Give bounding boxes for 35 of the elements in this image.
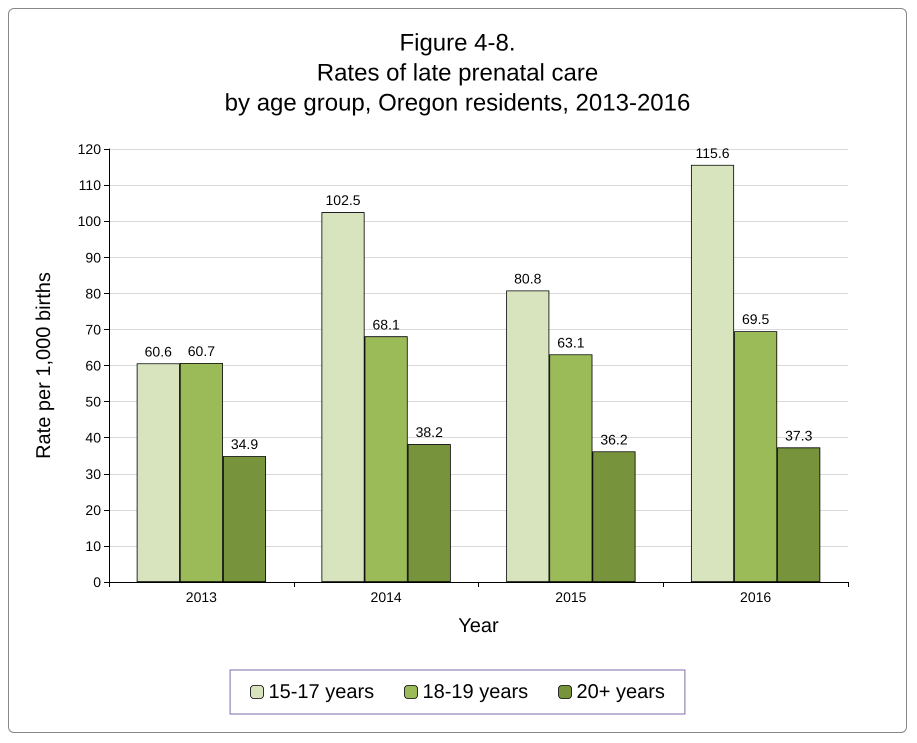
data-label: 37.3: [785, 427, 813, 444]
y-tick-label: 110: [78, 177, 102, 194]
data-label: 115.6: [696, 144, 730, 161]
data-label: 38.2: [416, 424, 444, 440]
data-label: 80.8: [514, 270, 542, 286]
x-tick-label: 2016: [740, 589, 772, 605]
legend-label: 15-17 years: [268, 681, 374, 703]
data-label: 69.5: [742, 311, 770, 328]
x-tick-label: 2014: [370, 589, 402, 605]
data-label: 36.2: [600, 431, 628, 448]
y-tick-label: 70: [85, 321, 102, 338]
y-tick-label: 10: [85, 538, 102, 554]
x-tick-label: 2013: [186, 589, 218, 605]
y-axis-title: Rate per 1,000 births: [33, 272, 55, 459]
y-tick-label: 50: [85, 394, 102, 410]
y-tick-label: 80: [85, 285, 102, 302]
y-tick-label: 60: [85, 358, 102, 374]
y-tick-label: 100: [78, 213, 102, 230]
y-tick-label: 0: [93, 574, 102, 590]
x-axis-title: Year: [458, 615, 500, 637]
data-label: 34.9: [230, 436, 258, 452]
data-label: 63.1: [557, 334, 585, 350]
y-tick-label: 30: [85, 466, 102, 482]
data-label: 60.6: [144, 343, 172, 360]
legend-label: 18-19 years: [422, 681, 528, 703]
data-label: 60.7: [188, 342, 216, 359]
y-tick-label: 120: [78, 141, 102, 157]
legend-label: 20+ years: [576, 681, 665, 703]
y-tick-label: 20: [85, 502, 102, 518]
data-label: 102.5: [325, 192, 361, 208]
x-tick-label: 2015: [555, 589, 587, 605]
chart-title: Figure 4-8. Rates of late prenatal care by age group, Oregon residents, 2013-2016: [224, 30, 690, 116]
y-tick-label: 40: [85, 430, 102, 446]
data-label: 68.1: [372, 316, 400, 332]
y-tick-label: 90: [85, 249, 102, 266]
